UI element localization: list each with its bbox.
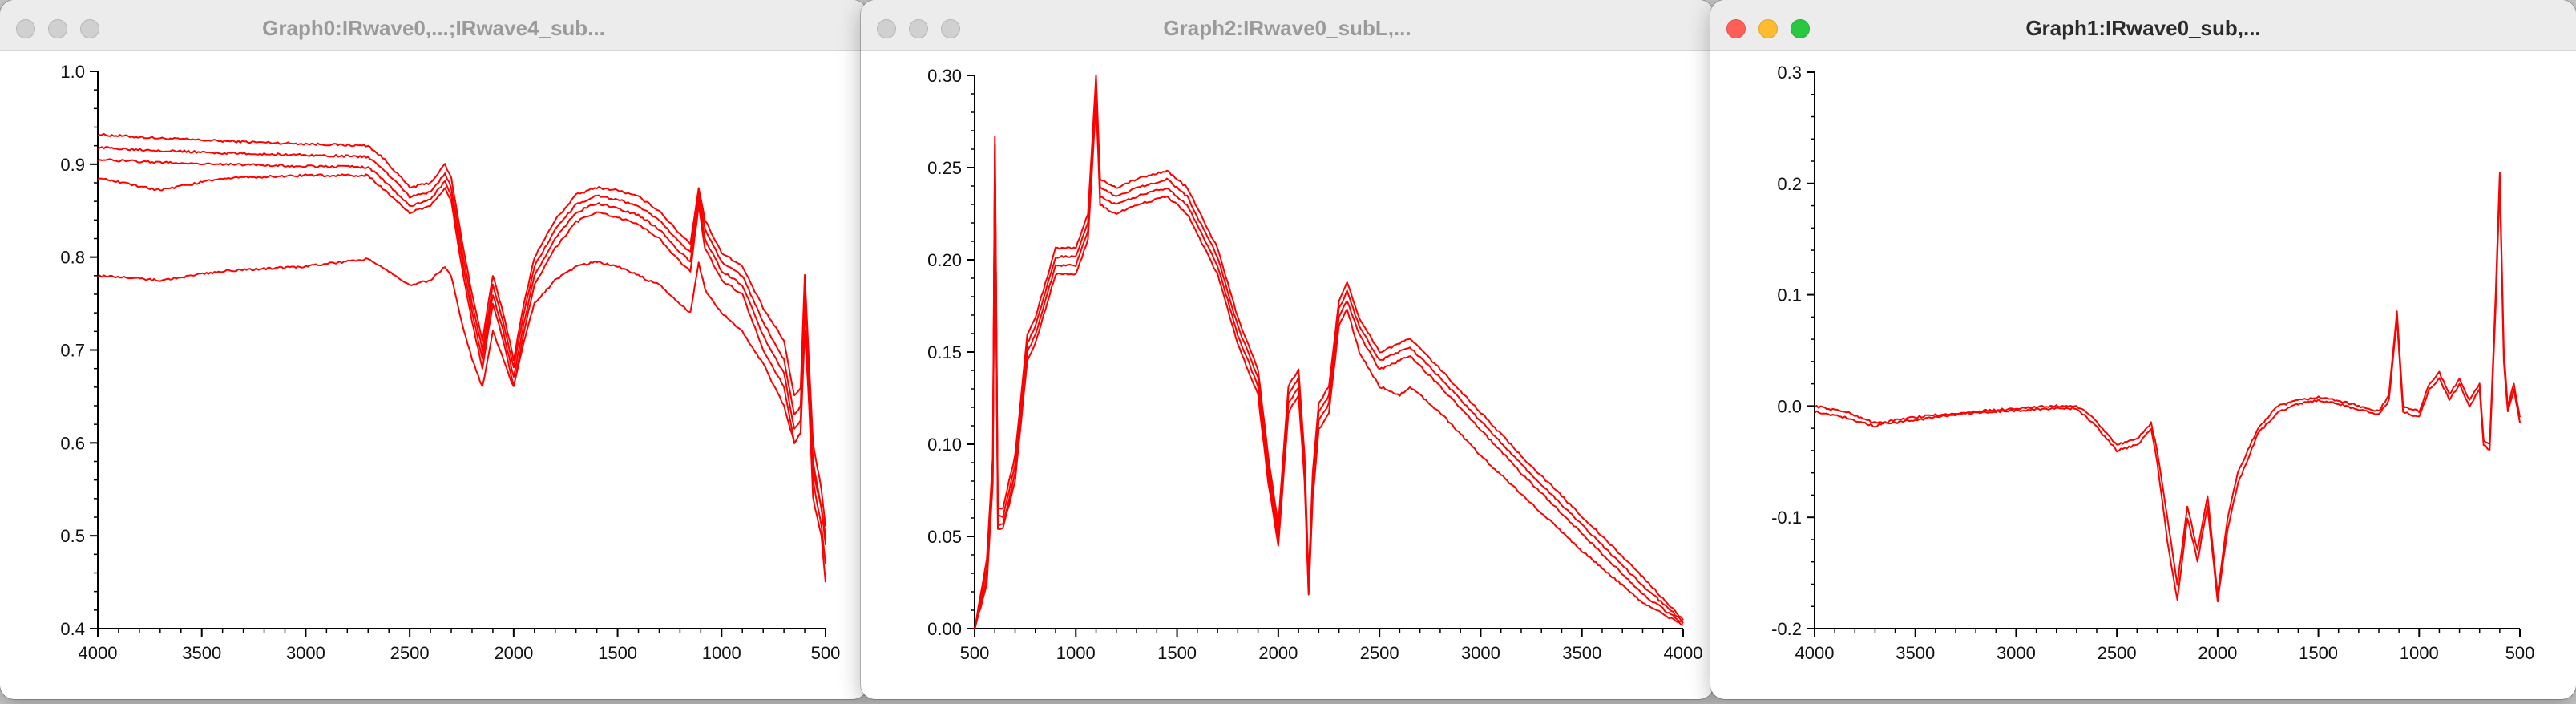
series-line (974, 100, 1684, 630)
x-tick-label: 3000 (1461, 643, 1500, 663)
x-tick-label: 3500 (182, 643, 221, 663)
series-line (97, 257, 826, 536)
window-title: Graph1:IRwave0_sub,... (2025, 16, 2261, 40)
x-tick-label: 4000 (1664, 643, 1703, 663)
x-tick-label: 1500 (2299, 643, 2338, 663)
x-tick-label: 1000 (1056, 643, 1096, 663)
minimize-button[interactable] (48, 19, 67, 38)
x-tick-label: 4000 (1795, 643, 1835, 663)
x-tick-label: 2000 (1258, 643, 1298, 663)
close-button[interactable] (16, 19, 35, 38)
series-line (1814, 172, 2521, 596)
graph0-window: Graph0:IRwave0,...;IRwave4_sub... 0.4 0.5… (0, 0, 867, 699)
x-tick-label: 500 (960, 643, 990, 663)
series-line (97, 132, 826, 527)
x-tick-label: 500 (2505, 643, 2535, 663)
y-tick-label: 0.8 (60, 248, 85, 268)
minimize-button[interactable] (909, 19, 928, 38)
graph1-plot[interactable]: -0.2 -0.1 0.0 0.1 0.2 0.3 4000 3500 3000 2500 2000… (1710, 50, 2576, 699)
x-tick-label: 2500 (1360, 643, 1399, 663)
y-tick-label: 1.0 (60, 62, 85, 82)
window-titlebar[interactable]: Graph0:IRwave0,...;IRwave4_sub... (0, 0, 867, 51)
window-titlebar[interactable]: Graph2:IRwave0_subL,... (861, 0, 1714, 51)
y-tick-label: 0.2 (1777, 174, 1802, 194)
x-tick-label: 3000 (1997, 643, 2036, 663)
x-tick-label: 3500 (1896, 643, 1935, 663)
series-line (97, 146, 826, 545)
window-titlebar[interactable]: Graph1:IRwave0_sub,... (1710, 0, 2576, 51)
x-tick-label: 1000 (2400, 643, 2439, 663)
window-title: Graph0:IRwave0,...;IRwave4_sub... (262, 16, 605, 40)
y-tick-label: 0.05 (927, 527, 962, 547)
y-tick-label: 0.25 (927, 158, 962, 178)
zoom-button[interactable] (80, 19, 99, 38)
x-tick-label: 3500 (1562, 643, 1601, 663)
y-tick-label: 0.7 (60, 341, 85, 361)
y-tick-label: 0.9 (60, 155, 85, 175)
y-tick-label: 0.4 (60, 619, 85, 639)
y-tick-label: 0.15 (927, 342, 962, 362)
y-tick-label: 0.00 (927, 619, 962, 639)
close-button[interactable] (1726, 19, 1746, 38)
graph1-window: Graph1:IRwave0_sub,... -0.2 -0.1 0.0 0.1 0.2… (1710, 0, 2576, 699)
y-tick-label: -0.1 (1771, 508, 1802, 528)
zoom-button[interactable] (1791, 19, 1810, 38)
series-line (1814, 183, 2521, 603)
y-tick-label: 0.5 (60, 526, 85, 546)
y-tick-label: 0.3 (1777, 63, 1802, 83)
series-line (97, 158, 826, 564)
series-line (974, 83, 1684, 630)
graph0-plot[interactable]: 0.4 0.5 0.6 0.7 0.8 0.9 1.0 4000 3500 3000 2500 200… (0, 50, 867, 699)
x-tick-label: 1500 (1157, 643, 1197, 663)
graph2-plot[interactable]: 0.00 0.05 0.10 0.15 0.20 0.25 0.30 500 1000 1500 2… (861, 50, 1714, 699)
x-tick-label: 2500 (2098, 643, 2137, 663)
minimize-button[interactable] (1758, 19, 1778, 38)
close-button[interactable] (877, 19, 896, 38)
y-tick-label: 0.30 (927, 66, 962, 86)
series-line (974, 91, 1684, 630)
window-title: Graph2:IRwave0_subL,... (1163, 16, 1411, 40)
y-tick-label: 0.20 (927, 250, 962, 270)
y-tick-label: 0.6 (60, 433, 85, 453)
x-tick-label: 2500 (390, 643, 430, 663)
y-tick-label: -0.2 (1771, 619, 1802, 639)
x-tick-label: 2000 (2198, 643, 2237, 663)
zoom-button[interactable] (941, 19, 960, 38)
y-tick-label: 0.0 (1777, 396, 1802, 416)
y-tick-label: 0.1 (1777, 285, 1802, 305)
x-tick-label: 1000 (702, 643, 741, 663)
x-tick-label: 500 (811, 643, 841, 663)
x-tick-label: 3000 (286, 643, 325, 663)
graph2-window: Graph2:IRwave0_subL,... 0.00 0.05 0.10 0.15… (861, 0, 1714, 699)
x-tick-label: 2000 (494, 643, 533, 663)
x-tick-label: 1500 (598, 643, 637, 663)
y-tick-label: 0.10 (927, 435, 962, 455)
series-line (97, 173, 826, 583)
x-tick-label: 4000 (79, 643, 118, 663)
